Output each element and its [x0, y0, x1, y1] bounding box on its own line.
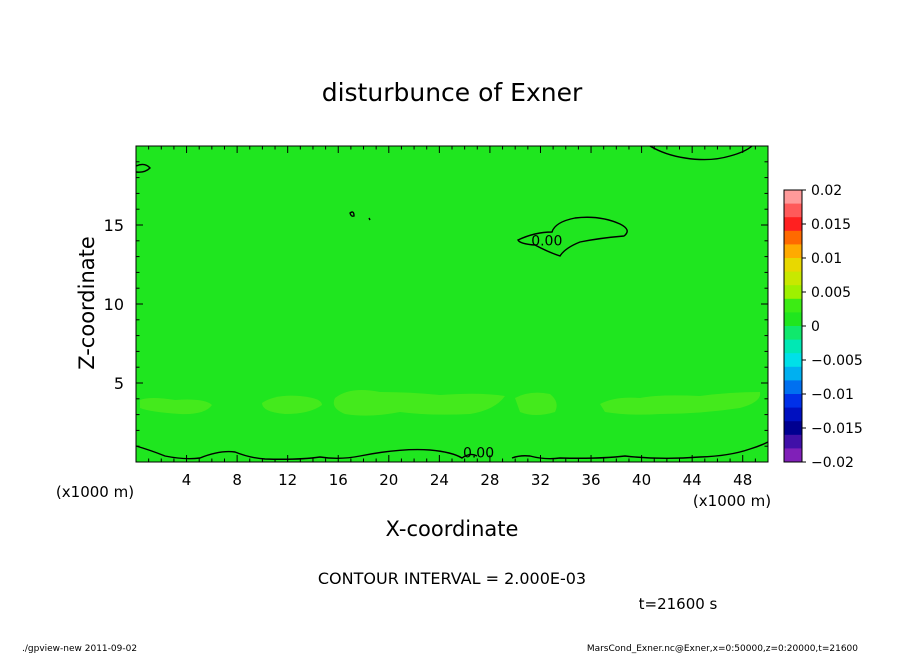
colorbar-label: 0.02 — [811, 183, 842, 199]
y-tick-label: 5 — [114, 374, 124, 393]
colorbar-swatch — [784, 217, 802, 232]
colorbar-label: −0.01 — [811, 387, 854, 403]
x-tick-label: 32 — [531, 471, 550, 489]
light-patches — [140, 390, 761, 416]
colorbar-label: −0.005 — [811, 353, 863, 369]
time-label: t=21600 s — [639, 595, 718, 613]
y-axis-label: Z-coordinate — [75, 236, 99, 370]
contour-label: 0.00 — [531, 234, 562, 250]
colorbar-swatch — [784, 421, 802, 436]
colorbar-swatch — [784, 353, 802, 368]
chart-title: disturbunce of Exner — [322, 78, 583, 107]
x-tick-label: 20 — [379, 471, 398, 489]
contour-lines — [135, 145, 769, 460]
colorbar-swatch — [784, 394, 802, 409]
x-unit-left: (x1000 m) — [56, 483, 134, 501]
contour-interval: CONTOUR INTERVAL = 2.000E-03 — [318, 569, 586, 588]
colorbar-swatch — [784, 271, 802, 286]
colorbar-swatch — [784, 366, 802, 381]
colorbar-swatch — [784, 407, 802, 422]
colorbar-swatch — [784, 339, 802, 354]
colorbar-swatch — [784, 203, 802, 218]
contour-label: 0.00 — [463, 445, 494, 461]
x-tick-label: 40 — [632, 471, 651, 489]
x-tick-label: 8 — [232, 471, 242, 489]
colorbar-swatch — [784, 434, 802, 449]
colorbar-label: 0 — [811, 319, 820, 335]
colorbar-label: 0.01 — [811, 251, 842, 267]
colorbar-swatch — [784, 448, 802, 463]
footer-right: MarsCond_Exner.nc@Exner,x=0:50000,z=0:20… — [587, 644, 858, 654]
colorbar-label: −0.02 — [811, 455, 854, 471]
colorbar-swatch — [784, 285, 802, 300]
x-tick-label: 4 — [182, 471, 192, 489]
x-tick-label: 48 — [733, 471, 752, 489]
colorbar-swatch — [784, 298, 802, 313]
x-tick-label: 24 — [430, 471, 449, 489]
colorbar-swatch — [784, 230, 802, 245]
x-tick-label: 12 — [278, 471, 297, 489]
colorbar-label: 0.005 — [811, 285, 851, 301]
x-tick-label: 36 — [581, 471, 600, 489]
x-tick-label: 44 — [683, 471, 702, 489]
colorbar-label: 0.015 — [811, 217, 851, 233]
y-tick-label: 10 — [104, 295, 124, 314]
x-unit-right: (x1000 m) — [693, 492, 771, 510]
footer-left: ./gpview-new 2011-09-02 — [22, 644, 137, 654]
colorbar-swatch — [784, 258, 802, 273]
x-tick-label: 28 — [480, 471, 499, 489]
colorbar-swatch — [784, 244, 802, 259]
colorbar-swatch — [784, 380, 802, 395]
colorbar-swatch — [784, 326, 802, 341]
colorbar-label: −0.015 — [811, 421, 863, 437]
colorbar-swatch — [784, 190, 802, 205]
x-axis-label: X-coordinate — [386, 517, 519, 541]
y-tick-label: 15 — [104, 216, 124, 235]
x-tick-label: 16 — [329, 471, 348, 489]
colorbar-swatch — [784, 312, 802, 327]
